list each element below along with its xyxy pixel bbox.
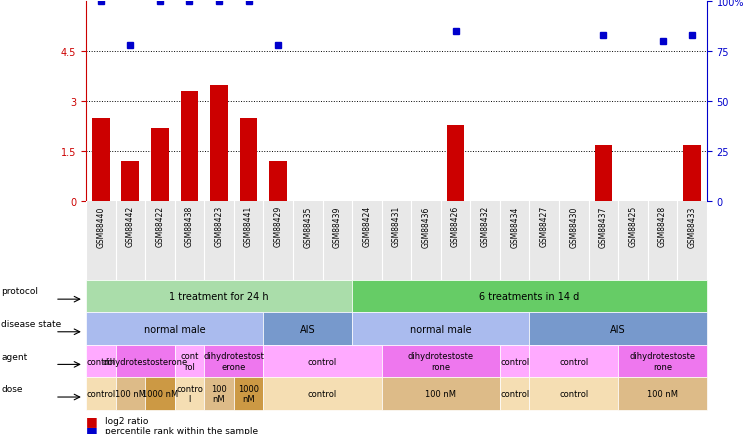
Text: GSM88441: GSM88441 xyxy=(244,206,253,247)
Bar xyxy=(595,145,613,202)
Bar xyxy=(151,128,169,202)
Text: GSM88425: GSM88425 xyxy=(628,206,637,247)
Text: GSM88424: GSM88424 xyxy=(362,206,371,247)
Text: AIS: AIS xyxy=(300,324,316,334)
Text: 6 treatments in 14 d: 6 treatments in 14 d xyxy=(479,291,580,301)
Text: control: control xyxy=(86,357,115,366)
Text: 1 treatment for 24 h: 1 treatment for 24 h xyxy=(169,291,269,301)
Text: GSM88422: GSM88422 xyxy=(156,206,165,247)
Text: control: control xyxy=(308,357,337,366)
Text: agent: agent xyxy=(1,352,28,361)
Text: ■: ■ xyxy=(86,424,98,434)
Text: GSM88433: GSM88433 xyxy=(687,206,696,247)
Text: 1000 nM: 1000 nM xyxy=(142,389,178,398)
Text: control: control xyxy=(560,357,589,366)
Text: GSM88431: GSM88431 xyxy=(392,206,401,247)
Text: GSM88439: GSM88439 xyxy=(333,206,342,247)
Text: dihydrotestost
erone: dihydrotestost erone xyxy=(203,352,264,371)
Text: GSM88434: GSM88434 xyxy=(510,206,519,247)
Text: GSM88427: GSM88427 xyxy=(540,206,549,247)
Text: normal male: normal male xyxy=(410,324,471,334)
Text: protocol: protocol xyxy=(1,287,38,296)
Bar xyxy=(92,118,110,202)
Text: GSM88429: GSM88429 xyxy=(274,206,283,247)
Text: GSM88438: GSM88438 xyxy=(185,206,194,247)
Text: normal male: normal male xyxy=(144,324,206,334)
Text: disease state: disease state xyxy=(1,319,62,329)
Text: log2 ratio: log2 ratio xyxy=(105,416,148,424)
Text: GSM88423: GSM88423 xyxy=(215,206,224,247)
Text: ■: ■ xyxy=(86,414,98,427)
Text: GSM88430: GSM88430 xyxy=(569,206,578,247)
Text: control: control xyxy=(500,357,530,366)
Text: GSM88437: GSM88437 xyxy=(599,206,608,247)
Text: AIS: AIS xyxy=(610,324,626,334)
Text: GSM88440: GSM88440 xyxy=(96,206,105,247)
Text: dihydrotestoste
rone: dihydrotestoste rone xyxy=(408,352,473,371)
Text: 100 nM: 100 nM xyxy=(647,389,678,398)
Text: 100
nM: 100 nM xyxy=(211,384,227,404)
Text: GSM88426: GSM88426 xyxy=(451,206,460,247)
Text: control: control xyxy=(86,389,115,398)
Text: 100 nM: 100 nM xyxy=(115,389,146,398)
Text: dihydrotestosterone: dihydrotestosterone xyxy=(102,357,188,366)
Text: contro
l: contro l xyxy=(176,384,203,404)
Bar xyxy=(180,92,198,202)
Text: GSM88442: GSM88442 xyxy=(126,206,135,247)
Text: 100 nM: 100 nM xyxy=(426,389,456,398)
Bar xyxy=(210,85,228,202)
Text: 1000
nM: 1000 nM xyxy=(238,384,259,404)
Bar xyxy=(121,162,139,202)
Bar xyxy=(240,118,257,202)
Text: dose: dose xyxy=(1,385,23,394)
Text: GSM88432: GSM88432 xyxy=(481,206,490,247)
Text: GSM88436: GSM88436 xyxy=(422,206,431,247)
Bar xyxy=(683,145,701,202)
Text: percentile rank within the sample: percentile rank within the sample xyxy=(105,426,258,434)
Text: control: control xyxy=(500,389,530,398)
Text: dihydrotestoste
rone: dihydrotestoste rone xyxy=(630,352,696,371)
Text: cont
rol: cont rol xyxy=(180,352,199,371)
Bar xyxy=(269,162,287,202)
Text: control: control xyxy=(560,389,589,398)
Text: GSM88435: GSM88435 xyxy=(303,206,312,247)
Text: control: control xyxy=(308,389,337,398)
Bar xyxy=(447,125,465,202)
Text: GSM88428: GSM88428 xyxy=(658,206,667,247)
